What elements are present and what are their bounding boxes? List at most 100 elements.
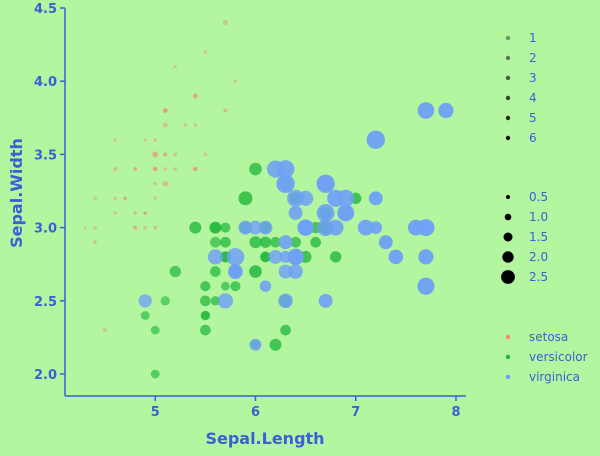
data-point-setosa [153, 152, 158, 157]
legend-petal-length-key [505, 135, 511, 141]
data-point-setosa [163, 108, 168, 113]
legend-petal-length-key [505, 95, 511, 101]
data-point-versicolor [230, 281, 241, 292]
data-point-versicolor [259, 236, 272, 248]
data-point-setosa [133, 167, 138, 171]
data-point-virginica [248, 220, 263, 235]
data-point-virginica [288, 206, 303, 220]
data-point-versicolor [210, 236, 221, 248]
data-point-versicolor [210, 222, 221, 233]
data-point-versicolor [189, 221, 202, 234]
data-point-versicolor [200, 311, 210, 320]
legend-species-key [505, 374, 511, 380]
data-point-virginica [316, 204, 335, 222]
data-point-versicolor [249, 265, 262, 278]
data-point-versicolor [260, 251, 271, 262]
data-point-virginica [207, 249, 223, 265]
x-tick-label: 7 [351, 405, 360, 420]
y-tick-label: 4.0 [34, 75, 57, 90]
data-point-setosa [162, 122, 168, 128]
data-point-virginica [287, 248, 304, 266]
y-tick-label: 3.5 [34, 148, 57, 163]
data-point-virginica [258, 220, 273, 235]
data-point-versicolor [200, 281, 211, 292]
data-point-versicolor [280, 324, 291, 336]
legend-species-label: setosa [529, 330, 568, 344]
data-point-setosa [113, 211, 117, 215]
data-point-setosa [143, 225, 148, 230]
data-point-versicolor [150, 325, 160, 335]
data-point-virginica [288, 264, 303, 279]
x-tick-label: 5 [151, 405, 160, 420]
data-point-virginica [438, 102, 454, 119]
data-point-setosa [93, 196, 97, 201]
data-point-virginica [318, 293, 333, 308]
x-tick-label: 6 [251, 405, 260, 420]
data-point-versicolor [199, 295, 211, 307]
data-point-versicolor [290, 236, 301, 248]
data-point-setosa [93, 240, 97, 245]
data-point-setosa [173, 152, 178, 157]
data-point-setosa [183, 123, 188, 127]
data-point-setosa [153, 137, 158, 142]
data-point-setosa [192, 93, 198, 99]
legend-petal-width-label: 2.5 [529, 270, 548, 284]
data-point-setosa [123, 196, 127, 201]
data-point-setosa [133, 225, 138, 230]
data-point-virginica [228, 264, 243, 279]
data-point-setosa [153, 167, 158, 171]
legend-petal-length-key [505, 35, 511, 41]
legend-petal-length-key [505, 115, 511, 121]
data-point-versicolor [221, 281, 230, 291]
data-point-virginica [298, 220, 314, 236]
legend-petal-length-key [505, 55, 511, 61]
data-point-setosa [173, 167, 178, 171]
data-point-virginica [259, 280, 272, 292]
data-point-versicolor [269, 338, 282, 351]
y-axis-title: Sepal.Width [7, 138, 26, 248]
data-point-virginica [418, 249, 434, 265]
data-point-virginica [369, 221, 383, 234]
legend-petal-length-label: 4 [529, 91, 537, 105]
data-point-setosa [102, 327, 108, 333]
data-point-setosa [152, 166, 158, 172]
data-point-virginica [317, 219, 335, 237]
data-point-setosa [163, 152, 168, 157]
data-point-virginica [287, 189, 305, 207]
data-point-virginica [278, 293, 293, 309]
data-point-setosa [133, 167, 138, 171]
y-tick-label: 2.5 [34, 295, 57, 310]
data-point-versicolor [249, 162, 262, 176]
data-point-versicolor [150, 369, 160, 379]
legend-species-key [505, 354, 511, 360]
data-point-versicolor [199, 324, 211, 336]
data-point-virginica [388, 249, 404, 265]
data-point-versicolor [210, 296, 221, 306]
y-tick-label: 3.0 [34, 222, 57, 237]
data-point-setosa [152, 151, 159, 158]
data-point-virginica [368, 191, 383, 206]
data-point-versicolor [220, 236, 231, 248]
legend-petal-length-label: 1 [529, 31, 537, 45]
data-point-setosa [203, 152, 208, 157]
data-point-setosa [163, 152, 168, 157]
legend-petal-width-key [504, 213, 512, 221]
data-point-versicolor [238, 191, 253, 206]
data-point-versicolor [310, 236, 321, 248]
data-point-virginica [278, 235, 293, 250]
data-point-setosa [133, 226, 137, 230]
data-point-setosa [193, 123, 198, 127]
legend-petal-length-label: 3 [529, 71, 537, 85]
legend-petal-width-key [501, 270, 515, 284]
data-point-setosa [162, 180, 169, 187]
data-point-versicolor [249, 236, 262, 249]
data-point-setosa [113, 137, 117, 142]
legend-petal-length-key [505, 75, 511, 81]
legend-petal-width-key [502, 251, 514, 263]
data-point-setosa [233, 79, 238, 84]
points-layer [83, 20, 454, 379]
y-tick-label: 4.5 [34, 2, 57, 17]
y-tick-label: 2.0 [34, 368, 57, 383]
data-point-virginica [357, 219, 374, 236]
data-point-setosa [143, 211, 148, 215]
